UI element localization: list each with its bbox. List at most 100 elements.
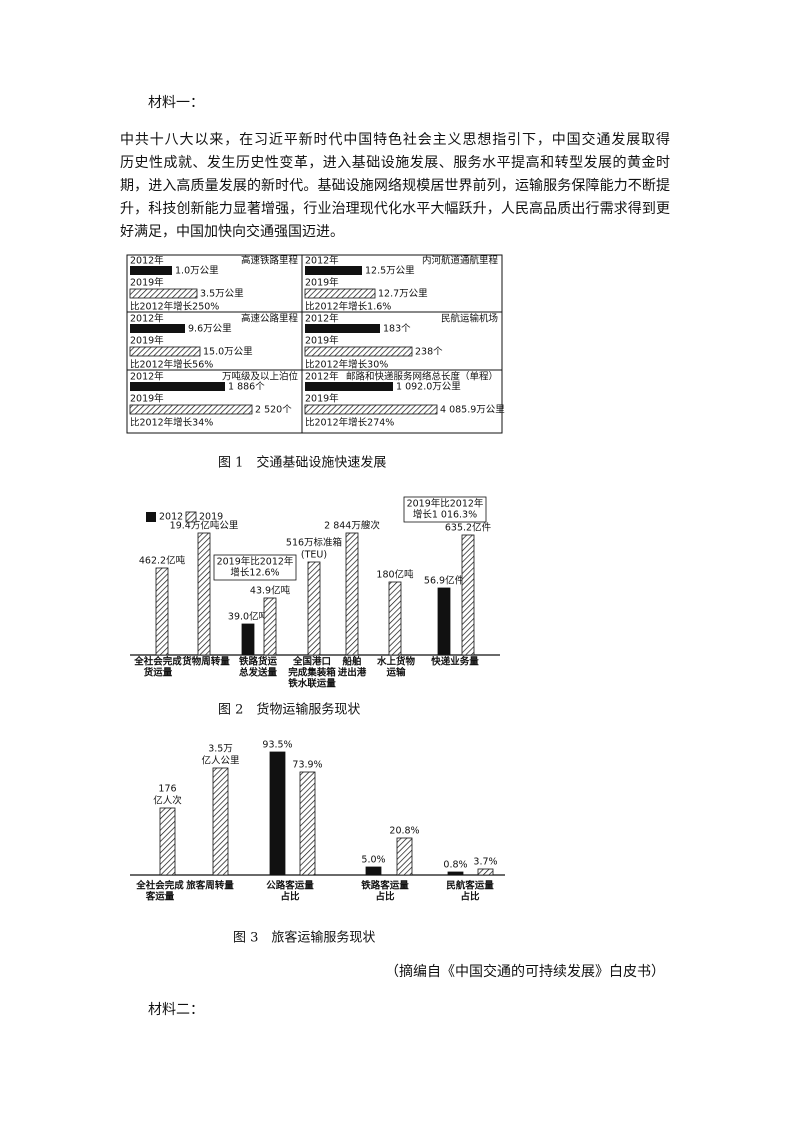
callout-box	[403, 496, 487, 523]
heading: 材料一：	[148, 95, 204, 111]
value-label: 19.4万亿吨公里	[170, 520, 239, 532]
year-label: 2019年	[130, 393, 164, 405]
year-label: 2012年	[305, 371, 339, 383]
panel-title: 内河航道通航里程	[422, 255, 499, 267]
legend-label: 2012	[159, 512, 183, 523]
callout-text: 2019年比2012年	[217, 556, 294, 568]
year-label: 2012年	[130, 255, 164, 267]
category-label: 民航客运量	[446, 880, 494, 892]
category-label: 占比	[460, 891, 480, 903]
category-label: 快递业务量	[431, 656, 479, 668]
value-label: 1.0万公里	[175, 266, 219, 277]
bar-2012	[130, 324, 185, 333]
bar-2019	[477, 868, 494, 876]
paragraph-line: 历史性成就、发生历史性变革，进入基础设施发展、服务水平提高和转型发展的黄金时	[120, 154, 670, 171]
value-label: 亿人公里	[201, 755, 239, 767]
year-label: 2019年	[305, 277, 339, 289]
value-label: 1 092.0万公里	[396, 382, 461, 393]
source: （摘编自《中国交通的可持续发展》白皮书）	[385, 963, 665, 980]
category-label: 铁路货运	[239, 656, 278, 668]
category-label: 全社会完成	[133, 656, 182, 668]
legend-label: 2019	[199, 512, 223, 523]
value-label: 9.6万公里	[188, 324, 232, 335]
bar-2019	[304, 346, 413, 357]
bar-2019	[304, 288, 376, 299]
bar-2012	[305, 324, 380, 333]
category-label: 铁水联运量	[288, 678, 336, 690]
value-label: 39.0亿吨	[228, 611, 269, 623]
bar-2019	[129, 404, 253, 415]
value-label: 3.5万	[208, 744, 233, 755]
caption: 图 3 旅客运输服务现状	[233, 930, 375, 946]
value-label: 0.8%	[443, 860, 467, 871]
category-label: 全社会完成	[135, 880, 184, 892]
value-label: 176	[158, 784, 176, 795]
value-label: 73.9%	[292, 760, 322, 771]
value-label: 180亿吨	[376, 569, 414, 581]
category-label: 运输	[386, 667, 406, 679]
category-label: 货物周转量	[181, 656, 230, 668]
value-label: 12.7万公里	[378, 289, 428, 300]
year-label: 2012年	[130, 313, 164, 325]
bar-2019	[388, 581, 402, 656]
callout-text: 2019年比2012年	[407, 498, 484, 510]
caption: 图 1 交通基础设施快速发展	[218, 455, 386, 471]
value-label: 183个	[383, 324, 411, 335]
value-label: 56.9亿件	[424, 575, 465, 587]
bar-2012	[269, 751, 286, 876]
value-label: 15.0万公里	[203, 347, 253, 358]
category-label: 公路客运量	[266, 880, 314, 892]
bar-2019	[307, 561, 321, 656]
heading: 材料二：	[148, 1002, 204, 1018]
growth-label: 比2012年增长250%	[130, 301, 219, 313]
panel-title: 民航运输机场	[441, 313, 498, 325]
callout-text: 增长1 016.3%	[413, 509, 477, 521]
growth-label: 比2012年增长274%	[305, 417, 394, 429]
panel-title: 高速铁路里程	[241, 255, 299, 267]
value-label: 43.9亿吨	[250, 585, 291, 597]
bar-2019	[212, 767, 229, 876]
category-label: 铁路客运量	[361, 880, 409, 892]
value-label: 20.8%	[389, 826, 419, 837]
value-label: 516万标准箱	[286, 537, 342, 549]
paragraph-line: 升，科技创新能力显著增强，行业治理现代化水平大幅跃升，人民高品质出行需求得到更	[120, 200, 670, 217]
bar-2012	[447, 871, 464, 876]
bar-2012	[241, 623, 255, 656]
bar-2019	[159, 807, 176, 876]
value-label: 635.2亿件	[445, 522, 492, 534]
year-label: 2019年	[130, 335, 164, 347]
bar-2019	[129, 346, 201, 357]
growth-label: 比2012年增长56%	[130, 359, 213, 371]
category-label: 全国港口	[292, 656, 331, 668]
value-label: 462.2亿吨	[139, 555, 186, 567]
growth-label: 比2012年增长34%	[130, 417, 213, 429]
value-label: 93.5%	[262, 740, 292, 751]
year-label: 2012年	[130, 371, 164, 383]
bar-2012	[130, 266, 172, 275]
value-label: 2 520个	[255, 405, 292, 416]
legend-swatch	[146, 512, 156, 522]
year-label: 2019年	[305, 393, 339, 405]
year-label: 2012年	[305, 255, 339, 267]
category-label: 旅客周转量	[186, 880, 234, 892]
growth-label: 比2012年增长30%	[305, 359, 388, 371]
bar-2019	[197, 532, 211, 656]
bar-2019	[461, 534, 475, 656]
bar-2019	[396, 837, 413, 876]
callout-text: 增长12.6%	[230, 567, 279, 579]
category-label: 占比	[280, 891, 300, 903]
value-label: 亿人次	[153, 795, 182, 807]
value-label: (TEU)	[301, 550, 327, 561]
category-label: 总发送量	[239, 667, 278, 679]
caption: 图 2 货物运输服务现状	[218, 702, 360, 718]
value-label: 5.0%	[361, 855, 385, 866]
value-label: 2 844万艘次	[324, 520, 380, 532]
callout-box	[213, 554, 297, 581]
paragraph-line: 期，进入高质量发展的新时代。基础设施网络规模居世界前列，运输服务保障能力不断提	[120, 177, 670, 194]
year-label: 2019年	[130, 277, 164, 289]
legend-swatch	[185, 511, 197, 523]
bar-2019	[129, 288, 198, 299]
value-label: 1 886个	[228, 382, 265, 393]
